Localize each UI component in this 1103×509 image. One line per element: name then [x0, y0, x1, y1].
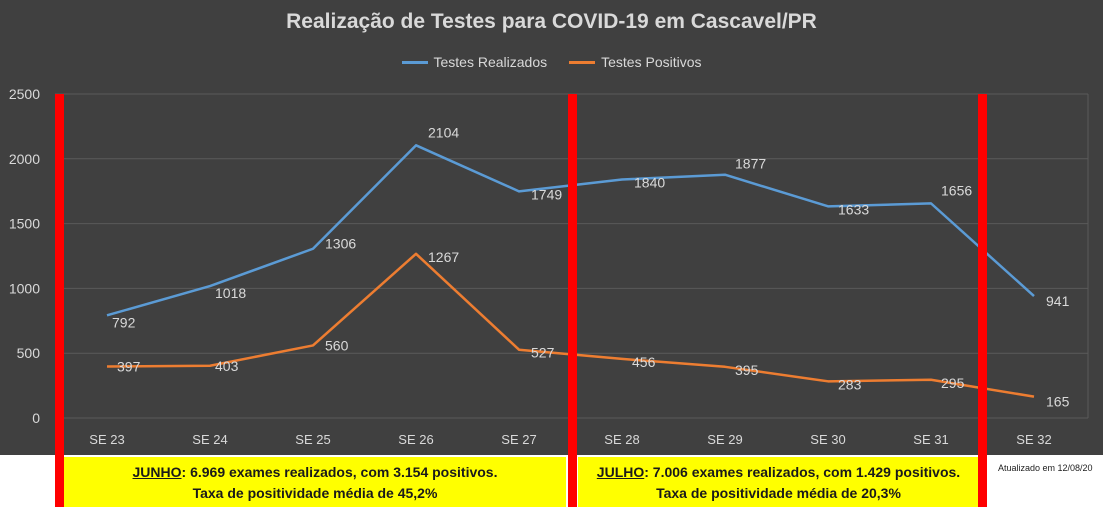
data-label-realizados: 2104	[428, 124, 459, 140]
data-label-positivos: 295	[941, 375, 965, 391]
y-tick-label: 1500	[9, 216, 40, 232]
june-positivity-rate: Taxa de positividade média de 45,2%	[192, 485, 438, 501]
data-label-positivos: 403	[215, 358, 239, 374]
july-summary-box: JULHO: 7.006 exames realizados, com 1.42…	[578, 457, 979, 507]
y-tick-label: 1000	[9, 280, 40, 296]
data-label-realizados: 1840	[634, 175, 665, 191]
june-month-label: JUNHO	[132, 464, 182, 480]
separator-bar-end	[978, 94, 987, 507]
x-tick-label: SE 32	[1016, 432, 1051, 447]
separator-bar-start	[55, 94, 64, 507]
july-summary-text: : 7.006 exames realizados, com 1.429 pos…	[644, 464, 961, 480]
legend-item-realizados: Testes Realizados	[401, 54, 548, 70]
x-tick-label: SE 31	[913, 432, 948, 447]
data-label-positivos: 165	[1046, 394, 1070, 410]
updated-date-note: Atualizado em 12/08/20	[998, 463, 1093, 473]
x-tick-label: SE 24	[192, 432, 227, 447]
data-label-realizados: 941	[1046, 293, 1070, 309]
separator-bar-june-july	[568, 94, 577, 507]
y-tick-label: 500	[17, 345, 41, 361]
data-label-positivos: 456	[632, 354, 656, 370]
x-tick-label: SE 25	[295, 432, 330, 447]
data-label-positivos: 395	[735, 362, 759, 378]
x-tick-label: SE 23	[89, 432, 124, 447]
data-label-positivos: 283	[838, 376, 862, 392]
data-label-realizados: 1633	[838, 201, 869, 217]
june-summary-box: JUNHO: 6.969 exames realizados, com 3.15…	[64, 457, 566, 507]
data-label-positivos: 1267	[428, 249, 459, 265]
y-tick-label: 2500	[9, 86, 40, 102]
data-label-realizados: 792	[112, 314, 136, 330]
july-month-label: JULHO	[596, 464, 645, 480]
data-label-realizados: 1749	[531, 186, 562, 202]
june-summary-line1: JUNHO: 6.969 exames realizados, com 3.15…	[64, 462, 566, 483]
x-tick-label: SE 29	[707, 432, 742, 447]
july-positivity-rate: Taxa de positividade média de 20,3%	[656, 485, 901, 501]
data-label-realizados: 1306	[325, 236, 356, 252]
y-tick-label: 0	[32, 410, 40, 426]
x-tick-label: SE 27	[501, 432, 536, 447]
legend-swatch-positivos	[569, 60, 596, 64]
x-tick-label: SE 28	[604, 432, 639, 447]
data-label-realizados: 1656	[941, 182, 972, 198]
data-label-positivos: 397	[117, 359, 141, 375]
legend-label-realizados: Testes Realizados	[433, 54, 548, 70]
july-summary-line1: JULHO: 7.006 exames realizados, com 1.42…	[578, 462, 979, 483]
legend: Testes Realizados Testes Positivos	[0, 54, 1103, 70]
x-tick-label: SE 26	[398, 432, 433, 447]
y-tick-label: 2000	[9, 151, 40, 167]
chart-area: 0 500 1000 1500 2000 2500 SE 23 SE 24 SE 25 SE 26…	[0, 0, 1103, 455]
data-label-realizados: 1018	[215, 285, 246, 301]
june-summary-text: : 6.969 exames realizados, com 3.154 pos…	[181, 464, 498, 480]
x-tick-label: SE 30	[810, 432, 845, 447]
data-label-positivos: 560	[325, 337, 349, 353]
data-label-positivos: 527	[531, 345, 555, 361]
legend-label-positivos: Testes Positivos	[601, 54, 702, 70]
chart-title: Realização de Testes para COVID-19 em Ca…	[286, 10, 817, 33]
data-label-realizados: 1877	[735, 156, 766, 172]
legend-item-positivos: Testes Positivos	[569, 54, 702, 70]
legend-swatch-realizados	[401, 60, 428, 64]
